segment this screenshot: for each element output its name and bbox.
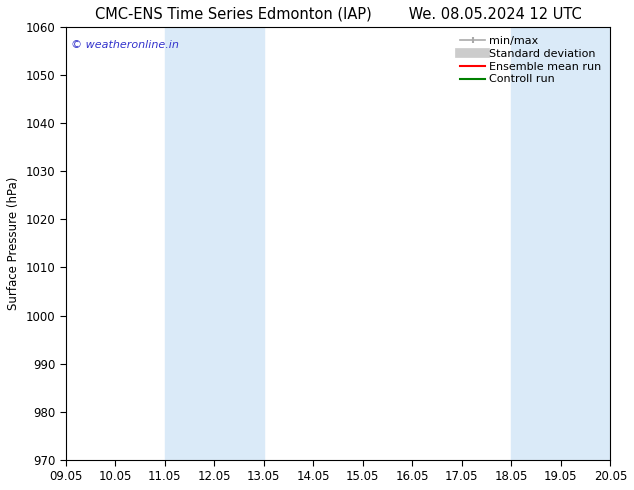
Legend: min/max, Standard deviation, Ensemble mean run, Controll run: min/max, Standard deviation, Ensemble me… xyxy=(457,33,605,88)
Y-axis label: Surface Pressure (hPa): Surface Pressure (hPa) xyxy=(7,177,20,310)
Bar xyxy=(512,27,611,460)
Bar xyxy=(165,27,264,460)
Title: CMC-ENS Time Series Edmonton (IAP)        We. 08.05.2024 12 UTC: CMC-ENS Time Series Edmonton (IAP) We. 0… xyxy=(94,7,581,22)
Text: © weatheronline.in: © weatheronline.in xyxy=(71,40,179,50)
